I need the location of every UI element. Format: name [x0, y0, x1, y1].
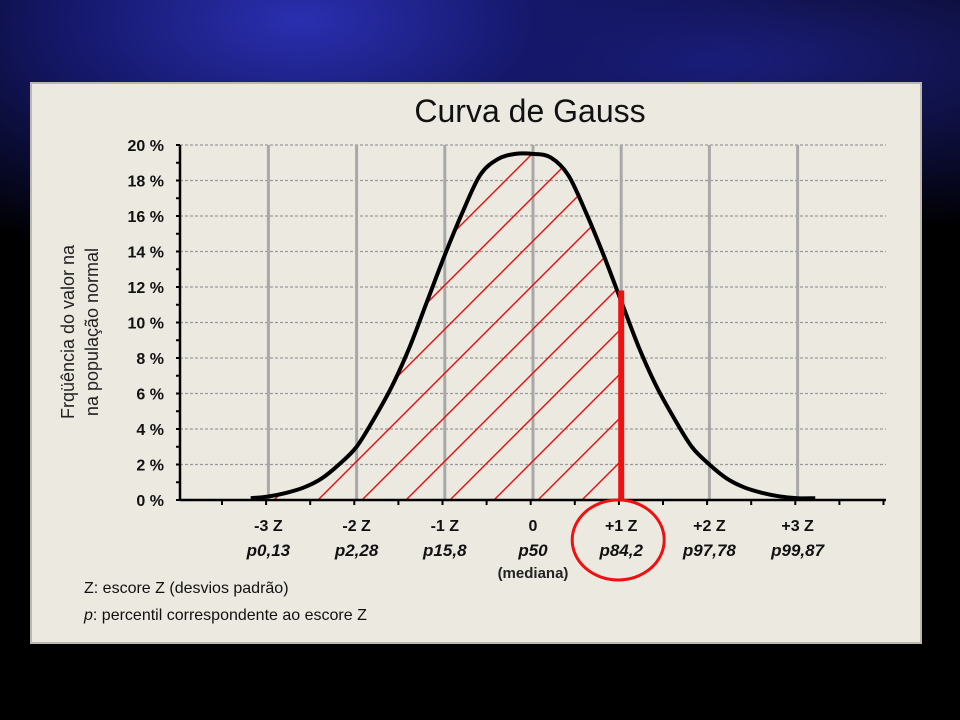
x-tick-p-label-2: p15,8: [422, 541, 467, 560]
hatch-line-16: [405, 153, 622, 500]
y-tick-labels: 0 % 2 % 4 % 6 % 8 % 10 % 12 % 14 % 16 % 18 % 20 %: [128, 138, 164, 510]
plus-one-z-highlight-circle: [570, 498, 666, 582]
x-tick-p-label-0: p0,13: [246, 541, 291, 560]
hatch-line-15: [361, 153, 622, 500]
hatch-line-27: [890, 145, 960, 500]
y-tick-label-1: 2 %: [136, 458, 164, 475]
hatch-line-24: [758, 145, 960, 500]
legend-z-text: : escore Z (desvios padrão): [93, 580, 289, 597]
y-tick-label-0: 0 %: [136, 493, 164, 510]
y-tick-label-2: 4 %: [136, 422, 164, 439]
x-tick-labels: -3 Z p0,13 -2 Z p2,28 -1 Z p15,8 0 p50 +1 Z p84,2…: [246, 518, 826, 560]
hatch-line-18: [493, 153, 622, 500]
hatch-line-19: [537, 153, 622, 500]
hatch-line-26: [846, 145, 960, 500]
x-tick-z-label-5: +2 Z: [693, 518, 726, 535]
x-tick-z-label-3: 0: [529, 518, 538, 535]
grid: [180, 144, 886, 500]
x-tick-z-label-0: -3 Z: [254, 518, 283, 535]
legend-z-symbol: Z: [84, 580, 94, 597]
chart-panel: [30, 82, 922, 644]
y-axis-label: Frqüência do valor na na população norma…: [58, 244, 102, 419]
y-axis-label-line2: na população normal: [82, 248, 102, 416]
y-tick-label-5: 10 %: [128, 316, 164, 333]
chart-title: Curva de Gauss: [414, 93, 645, 129]
x-tick-z-label-2: -1 Z: [431, 518, 460, 535]
y-tick-label-10: 20 %: [128, 138, 164, 155]
x-tick-p-label-6: p99,87: [770, 541, 825, 560]
marker-layer: [570, 290, 666, 582]
curve-layer: [250, 151, 816, 501]
x-tick-z-label-6: +3 Z: [781, 518, 814, 535]
legend-p-text: : percentil correspondente ao escore Z: [92, 607, 367, 624]
legend-p: p: percentil correspondente ao escore Z: [84, 607, 367, 625]
hatch-line-0: [0, 145, 57, 500]
hatch-line-4: [0, 145, 233, 500]
hatch-line-28: [934, 145, 960, 500]
x-tick-z-label-4: +1 Z: [605, 518, 638, 535]
x-tick-p-label-1: p2,28: [334, 541, 379, 560]
y-tick-label-9: 18 %: [128, 174, 164, 191]
axes: [176, 144, 929, 505]
median-label: (mediana): [498, 565, 569, 582]
x-tick-z-label-1: -2 Z: [342, 518, 371, 535]
y-tick-label-4: 8 %: [136, 351, 164, 368]
x-tick-p-label-4: p84,2: [598, 541, 643, 560]
legend-p-symbol: p: [84, 607, 93, 624]
hatch-line-17: [449, 153, 622, 500]
y-tick-label-3: 6 %: [136, 387, 164, 404]
x-tick-p-label-3: p50: [517, 541, 548, 560]
y-tick-label-6: 12 %: [128, 280, 164, 297]
x-tick-p-label-5: p97,78: [682, 541, 736, 560]
gauss-curve: [250, 151, 816, 501]
y-tick-label-7: 14 %: [128, 245, 164, 262]
legend-z: Z: escore Z (desvios padrão): [84, 580, 289, 598]
y-axis-label-line1: Frqüência do valor na: [58, 244, 78, 419]
y-tick-label-8: 16 %: [128, 209, 164, 226]
